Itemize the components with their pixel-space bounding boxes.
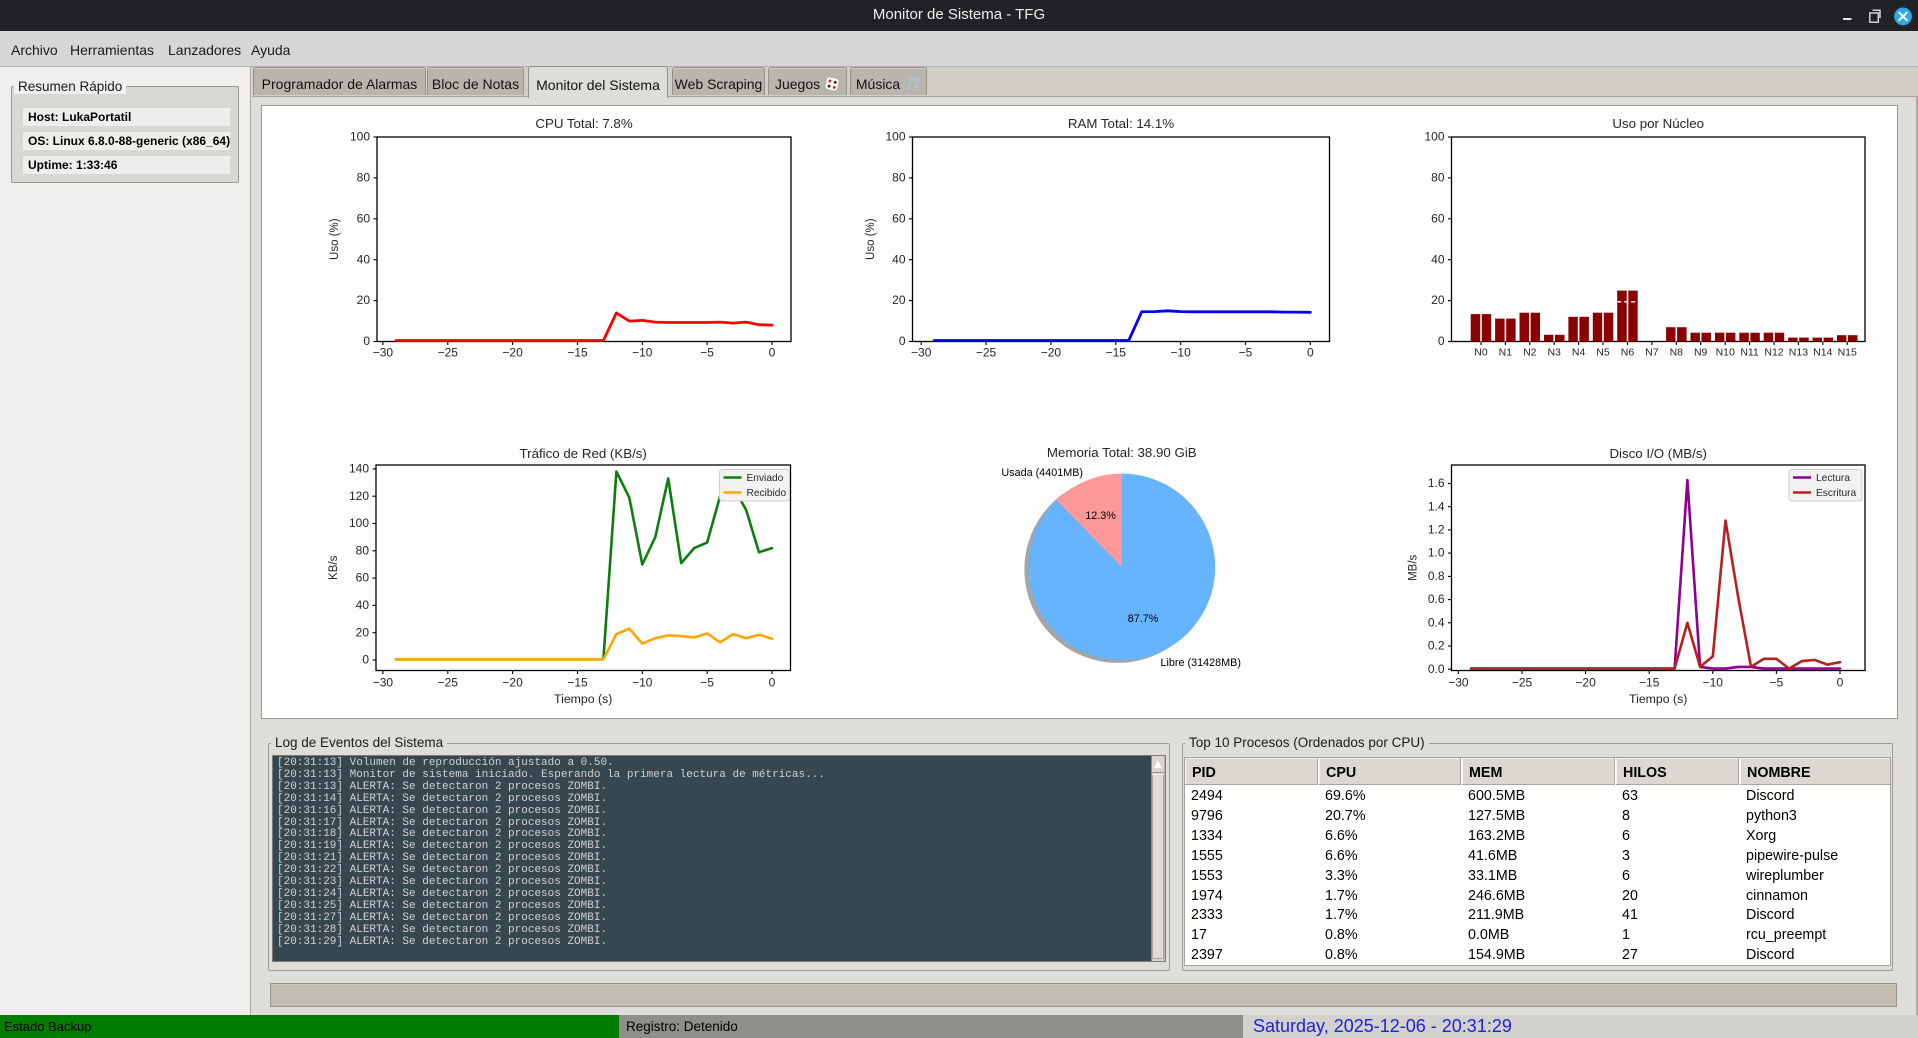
svg-text:1.4: 1.4 (1428, 499, 1445, 513)
svg-text:N11: N11 (1740, 347, 1759, 359)
svg-text:N9: N9 (1694, 347, 1708, 359)
svg-text:100: 100 (885, 130, 905, 144)
svg-text:0: 0 (769, 676, 776, 690)
svg-text:−25: −25 (438, 676, 459, 690)
svg-text:Tiempo (s): Tiempo (s) (1629, 692, 1687, 706)
svg-text:−25: −25 (976, 346, 997, 360)
svg-text:12.3%: 12.3% (1085, 510, 1116, 522)
svg-text:−5: −5 (700, 676, 714, 690)
svg-text:40: 40 (1431, 252, 1445, 266)
svg-text:N8: N8 (1670, 347, 1684, 359)
svg-text:Usada (4401MB): Usada (4401MB) (1001, 467, 1083, 479)
svg-text:Lectura: Lectura (1816, 473, 1850, 484)
svg-text:N10: N10 (1716, 347, 1735, 359)
svg-text:40: 40 (357, 252, 371, 266)
svg-text:N14: N14 (1813, 347, 1832, 359)
svg-text:40: 40 (892, 252, 906, 266)
svg-text:80: 80 (1431, 171, 1445, 185)
svg-text:N5: N5 (1596, 347, 1610, 359)
svg-text:20: 20 (892, 293, 906, 307)
svg-text:−30: −30 (1448, 676, 1469, 690)
svg-text:−30: −30 (373, 346, 394, 360)
svg-text:Enviado: Enviado (747, 473, 784, 484)
svg-text:0: 0 (1438, 334, 1445, 348)
svg-text:0: 0 (363, 334, 370, 348)
svg-text:−25: −25 (438, 346, 459, 360)
svg-text:−15: −15 (567, 346, 588, 360)
svg-text:1.0: 1.0 (1428, 546, 1445, 560)
svg-text:100: 100 (349, 516, 369, 530)
svg-text:N12: N12 (1764, 347, 1783, 359)
svg-text:0.2: 0.2 (1428, 639, 1445, 653)
svg-text:Disco I/O (MB/s): Disco I/O (MB/s) (1609, 446, 1707, 461)
svg-text:−10: −10 (1170, 346, 1191, 360)
svg-text:0: 0 (899, 334, 906, 348)
svg-text:120: 120 (349, 489, 369, 503)
svg-text:0: 0 (362, 653, 369, 667)
svg-text:−15: −15 (1639, 676, 1660, 690)
svg-text:Libre (31428MB): Libre (31428MB) (1161, 657, 1241, 669)
svg-text:N4: N4 (1572, 347, 1586, 359)
svg-text:N13: N13 (1789, 347, 1808, 359)
svg-text:1.2: 1.2 (1428, 523, 1445, 537)
svg-text:140: 140 (349, 462, 369, 476)
svg-text:100: 100 (350, 130, 370, 144)
svg-text:0: 0 (769, 346, 776, 360)
svg-text:KB/s: KB/s (328, 555, 340, 580)
svg-text:N1: N1 (1499, 347, 1513, 359)
svg-text:20: 20 (357, 293, 371, 307)
svg-text:N0: N0 (1474, 347, 1488, 359)
svg-text:0.6: 0.6 (1428, 592, 1445, 606)
svg-text:−15: −15 (1106, 346, 1127, 360)
svg-text:Uso por Núcleo: Uso por Núcleo (1612, 116, 1704, 131)
svg-text:−15: −15 (567, 676, 588, 690)
svg-text:60: 60 (356, 571, 370, 585)
svg-text:Tiempo (s): Tiempo (s) (554, 692, 612, 706)
svg-text:N7: N7 (1645, 347, 1659, 359)
svg-text:−10: −10 (632, 346, 653, 360)
svg-text:20: 20 (1431, 293, 1445, 307)
svg-text:60: 60 (357, 211, 371, 225)
svg-text:0: 0 (1307, 346, 1314, 360)
svg-text:−20: −20 (502, 676, 523, 690)
svg-text:N6: N6 (1621, 347, 1635, 359)
svg-text:−10: −10 (1703, 676, 1724, 690)
svg-text:Uso (%): Uso (%) (865, 218, 877, 260)
svg-text:20: 20 (356, 625, 370, 639)
svg-text:RAM Total: 14.1%: RAM Total: 14.1% (1068, 116, 1174, 131)
svg-text:−20: −20 (1041, 346, 1062, 360)
svg-text:Uso (%): Uso (%) (329, 218, 341, 260)
svg-text:−20: −20 (1575, 676, 1596, 690)
svg-text:100: 100 (1424, 130, 1444, 144)
svg-text:−20: −20 (502, 346, 523, 360)
svg-text:60: 60 (1431, 211, 1445, 225)
svg-text:Recibido: Recibido (747, 488, 787, 499)
svg-text:N3: N3 (1547, 347, 1561, 359)
svg-text:0.8: 0.8 (1428, 569, 1445, 583)
svg-text:0: 0 (1837, 676, 1844, 690)
svg-text:Tráfico de Red (KB/s): Tráfico de Red (KB/s) (520, 446, 647, 461)
svg-text:N15: N15 (1838, 347, 1857, 359)
svg-text:−5: −5 (700, 346, 714, 360)
svg-text:40: 40 (356, 598, 370, 612)
svg-text:−10: −10 (632, 676, 653, 690)
svg-text:−30: −30 (911, 346, 932, 360)
svg-text:60: 60 (892, 211, 906, 225)
svg-text:1.6: 1.6 (1428, 476, 1445, 490)
svg-text:MB/s: MB/s (1408, 554, 1420, 580)
svg-text:80: 80 (357, 171, 371, 185)
svg-text:−30: −30 (373, 676, 394, 690)
svg-text:80: 80 (892, 171, 906, 185)
svg-text:−25: −25 (1512, 676, 1533, 690)
svg-text:80: 80 (356, 543, 370, 557)
svg-text:Escritura: Escritura (1816, 488, 1857, 499)
svg-text:87.7%: 87.7% (1128, 613, 1159, 625)
svg-text:−5: −5 (1770, 676, 1784, 690)
svg-text:0.4: 0.4 (1428, 615, 1445, 629)
svg-text:Memoria Total: 38.90 GiB: Memoria Total: 38.90 GiB (1047, 445, 1197, 460)
svg-text:CPU Total: 7.8%: CPU Total: 7.8% (535, 116, 632, 131)
svg-text:0.0: 0.0 (1428, 662, 1445, 676)
svg-text:N2: N2 (1523, 347, 1537, 359)
svg-text:−5: −5 (1239, 346, 1253, 360)
